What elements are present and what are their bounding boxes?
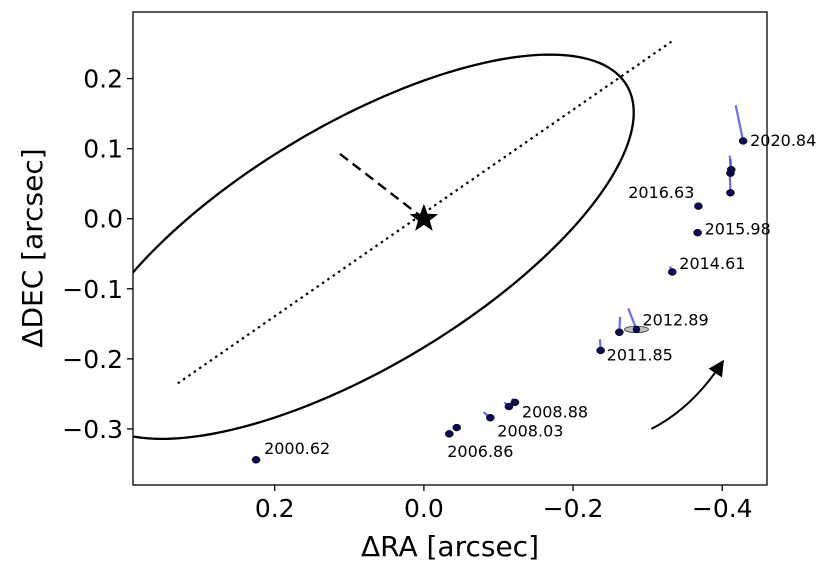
plot-frame <box>132 11 768 486</box>
orbit-ellipse <box>133 53 635 441</box>
epoch-label: 2008.88 <box>522 402 588 421</box>
epoch-label: 2000.62 <box>264 439 330 458</box>
observation-point <box>727 165 735 174</box>
y-tick-label: 0.1 <box>83 135 123 164</box>
x-tick-label: 0.2 <box>255 494 295 523</box>
observations-group <box>251 104 748 464</box>
observation-point <box>632 325 641 334</box>
observation-point <box>693 229 702 237</box>
x-tick-label: −0.2 <box>543 494 604 523</box>
epoch-label: 2006.86 <box>447 442 513 461</box>
orbit-group <box>133 39 725 441</box>
line-of-nodes <box>177 39 675 385</box>
observation-point <box>726 189 735 197</box>
observation-point <box>615 328 624 336</box>
epoch-label: 2020.84 <box>750 131 816 150</box>
x-ticks: 0.2 0.0 −0.2 −0.4 <box>255 485 753 523</box>
y-tick-label: −0.3 <box>62 415 123 444</box>
observation-point <box>596 346 605 355</box>
observation-point <box>252 456 260 464</box>
x-tick-label: 0.0 <box>404 494 444 523</box>
y-axis-label: ΔDEC [arcsec] <box>16 148 49 347</box>
y-tick-label: −0.1 <box>62 275 123 304</box>
y-ticks: 0.2 0.1 0.0 −0.1 −0.2 −0.3 <box>62 65 133 444</box>
epoch-label: 2011.85 <box>607 345 673 364</box>
observation-point <box>505 402 513 411</box>
observation-point <box>453 423 461 432</box>
residual-line <box>734 104 745 142</box>
observation-point <box>668 268 676 276</box>
observation-point <box>511 398 519 407</box>
epoch-label: 2015.98 <box>705 220 771 239</box>
plot-area <box>133 39 748 464</box>
observation-point <box>739 137 747 145</box>
primary-star <box>409 203 439 231</box>
epoch-label: 2016.63 <box>628 183 694 202</box>
epoch-label: 2008.03 <box>497 422 563 441</box>
epoch-label: 2012.89 <box>642 310 708 329</box>
observation-point <box>445 430 453 438</box>
y-tick-label: −0.2 <box>62 345 123 374</box>
residual-line <box>627 308 638 330</box>
y-tick-label: 0.2 <box>83 65 123 94</box>
observation-point <box>486 414 494 422</box>
y-tick-label: 0.0 <box>83 205 123 234</box>
x-tick-label: −0.4 <box>692 494 753 523</box>
periastron-line <box>335 149 425 220</box>
observation-point <box>694 202 703 210</box>
x-axis-label: ΔRA [arcsec] <box>361 530 539 563</box>
epoch-label: 2014.61 <box>679 254 745 273</box>
orbital-motion-arrow <box>650 359 725 430</box>
